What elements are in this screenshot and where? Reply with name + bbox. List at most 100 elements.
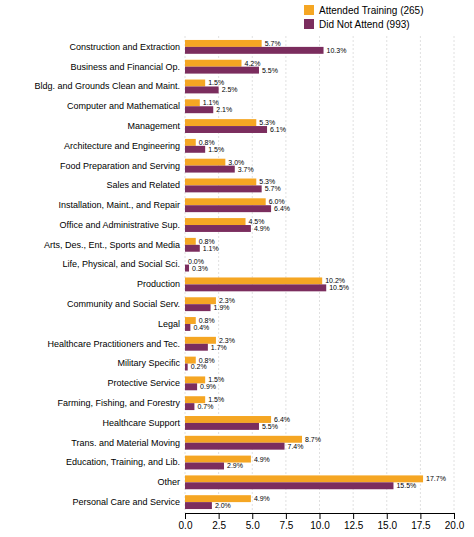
data-label: 0.4%: [193, 324, 209, 331]
bar: [185, 297, 216, 304]
x-tick: 12.5: [344, 513, 364, 531]
y-tick-label: Life, Physical, and Social Sci.: [62, 259, 180, 269]
x-tick: 5.0: [246, 513, 260, 531]
bar: [185, 324, 190, 331]
data-label: 2.5%: [222, 86, 238, 93]
bar: [185, 106, 213, 113]
y-tick: Business and Financial Op.: [70, 62, 185, 72]
y-tick-label: Food Preparation and Serving: [60, 161, 180, 171]
grid-line: [420, 36, 421, 513]
x-tick: 2.5: [212, 513, 226, 531]
y-tick-label: Other: [157, 477, 180, 487]
y-tick-label: Architecture and Engineering: [64, 141, 180, 151]
bar: [185, 436, 302, 443]
x-tick-mark: [252, 513, 253, 519]
y-tick: Education, Training, and Lib.: [66, 457, 185, 467]
x-tick-mark: [387, 513, 388, 519]
data-label: 1.9%: [214, 304, 230, 311]
y-tick: Other: [157, 477, 185, 487]
data-label: 4.9%: [254, 456, 270, 463]
grid-line: [353, 36, 354, 513]
data-label: 0.7%: [197, 403, 213, 410]
data-label: 2.9%: [227, 462, 243, 469]
y-tick: Personal Care and Service: [72, 497, 185, 507]
x-tick: 17.5: [411, 513, 431, 531]
x-tick: 0.0: [179, 513, 193, 531]
bar: [185, 146, 205, 153]
data-label: 6.4%: [274, 205, 290, 212]
data-label: 5.7%: [265, 185, 281, 192]
data-labels: 5.7%4.2%1.5%1.1%5.3%0.8%3.0%5.3%6.0%4.5%…: [188, 40, 446, 509]
bar: [185, 218, 246, 225]
grid: [185, 36, 454, 513]
bar: [185, 416, 271, 423]
legend: Attended Training (265) Did Not Attend (9…: [304, 5, 424, 30]
legend-item: Did Not Attend (993): [304, 19, 410, 30]
y-tick-label: Personal Care and Service: [72, 497, 180, 507]
data-label: 5.5%: [262, 423, 278, 430]
x-tick-mark: [286, 513, 287, 519]
bar: [185, 423, 259, 430]
x-tick-mark: [320, 513, 321, 519]
bar: [185, 265, 189, 272]
data-label: 5.5%: [262, 67, 278, 74]
x-tick-mark: [454, 513, 455, 519]
y-tick-label: Sales and Related: [106, 180, 180, 190]
data-label: 6.1%: [270, 126, 286, 133]
y-tick-label: Installation, Maint., and Repair: [58, 200, 180, 210]
y-tick-label: Construction and Extraction: [69, 42, 180, 52]
x-tick-mark: [420, 513, 421, 519]
y-tick: Sales and Related: [106, 180, 185, 190]
x-axis: 0.02.55.07.510.012.515.017.520.0: [179, 513, 465, 531]
x-tick: 20.0: [445, 513, 465, 531]
legend-label: Did Not Attend (993): [319, 19, 410, 30]
x-tick-label: 12.5: [344, 520, 364, 531]
legend-item: Attended Training (265): [304, 5, 424, 16]
grid-line: [454, 36, 455, 513]
bar: [185, 277, 322, 284]
data-label: 1.1%: [203, 245, 219, 252]
x-tick-mark: [185, 513, 186, 519]
x-tick-label: 20.0: [445, 520, 465, 531]
y-tick-label: Education, Training, and Lib.: [66, 457, 180, 467]
y-tick-label: Arts, Des., Ent., Sports and Media: [44, 240, 180, 250]
data-label: 15.5%: [396, 482, 416, 489]
grid-line: [386, 36, 387, 513]
y-tick-label: Legal: [158, 319, 180, 329]
y-axis: Construction and Extraction Business and …: [34, 42, 185, 507]
x-tick-label: 7.5: [279, 520, 293, 531]
bar: [185, 238, 196, 245]
data-label: 4.9%: [254, 225, 270, 232]
data-label: 4.2%: [244, 60, 260, 67]
bar: [185, 179, 256, 186]
y-tick-label: Business and Financial Op.: [70, 62, 180, 72]
x-tick-label: 15.0: [378, 520, 398, 531]
legend-swatch: [304, 19, 314, 29]
y-tick: Protective Service: [107, 378, 185, 388]
y-tick: Arts, Des., Ent., Sports and Media: [44, 240, 185, 250]
y-tick: Production: [137, 279, 185, 289]
bars: [185, 40, 423, 509]
data-label: 0.3%: [192, 265, 208, 272]
y-tick: Computer and Mathematical: [67, 101, 185, 111]
y-tick-label: Military Specific: [117, 358, 180, 368]
data-label: 8.7%: [305, 436, 321, 443]
x-tick: 7.5: [279, 513, 293, 531]
y-tick: Food Preparation and Serving: [60, 161, 185, 171]
y-tick: Life, Physical, and Social Sci.: [62, 259, 185, 269]
data-label: 0.2%: [191, 363, 207, 370]
data-label: 7.4%: [288, 443, 304, 450]
y-tick: Legal: [158, 319, 185, 329]
bar: [185, 126, 267, 133]
data-label: 3.7%: [238, 166, 254, 173]
y-tick-label: Healthcare Practitioners and Tec.: [48, 339, 180, 349]
y-tick-label: Healthcare Support: [102, 418, 180, 428]
y-tick: Community and Social Serv.: [67, 299, 185, 309]
y-tick: Office and Administrative Sup.: [60, 220, 185, 230]
x-tick: 15.0: [378, 513, 398, 531]
bar: [185, 198, 266, 205]
bar: [185, 119, 256, 126]
bar: [185, 166, 235, 173]
x-tick-label: 5.0: [246, 520, 260, 531]
bar: [185, 443, 285, 450]
